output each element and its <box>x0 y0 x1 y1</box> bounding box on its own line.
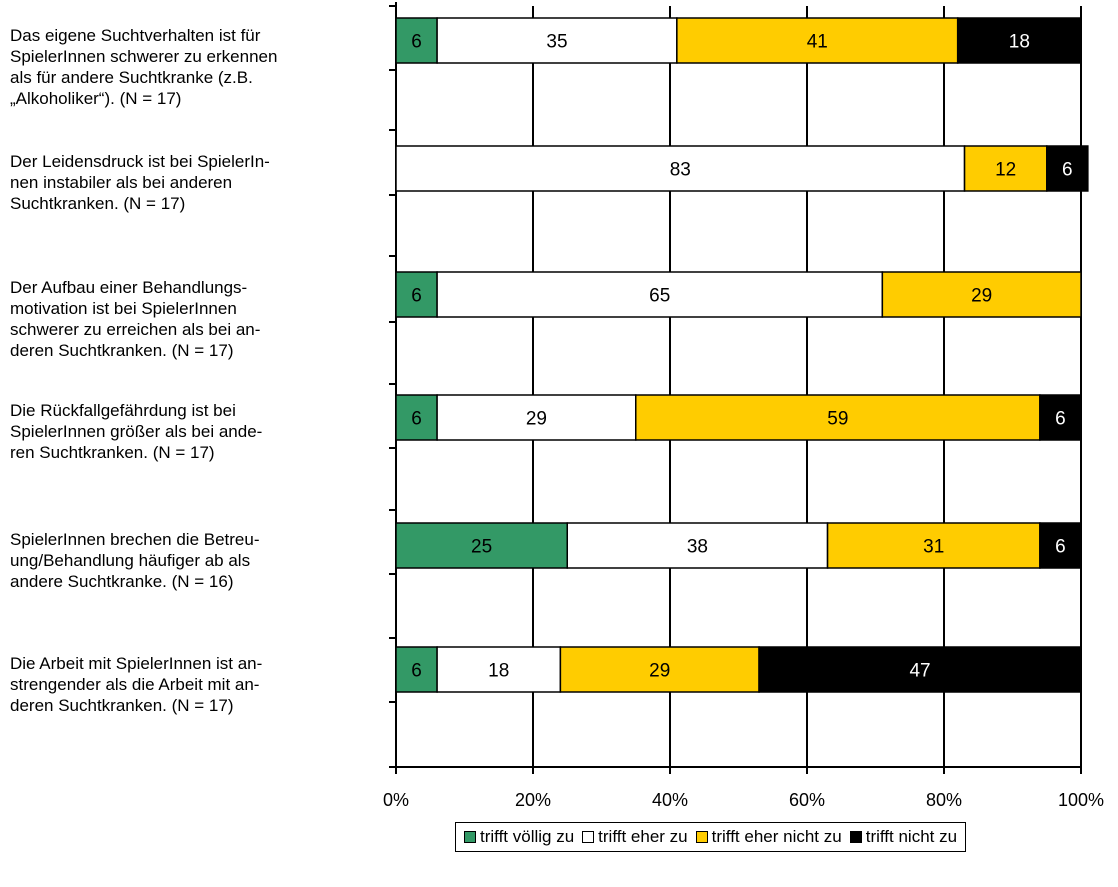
bar-segment <box>436 271 884 318</box>
bar-segment <box>1046 145 1089 192</box>
data-label: 31 <box>923 537 944 558</box>
category-label-line: „Alkoholiker“). (N = 17) <box>10 89 182 108</box>
category-label-line: andere Suchtkranke. (N = 16) <box>10 572 234 591</box>
bar-segment <box>559 646 760 693</box>
category-label-line: deren Suchtkranken. (N = 17) <box>10 341 234 360</box>
bar-segment <box>395 522 568 569</box>
category-label-line: Suchtkranken. (N = 17) <box>10 194 186 213</box>
category-label-line: schwerer zu erreichen als bei an- <box>10 320 261 339</box>
x-tick-label: 40% <box>652 790 688 810</box>
x-tick-label: 20% <box>515 790 551 810</box>
legend-label: trifft völlig zu <box>480 827 575 846</box>
bar-segment <box>395 17 438 64</box>
bar-segment <box>676 17 959 64</box>
category-label-line: Das eigene Suchtverhalten ist für <box>10 26 261 45</box>
category-label-line: SpielerInnen größer als bei ande- <box>10 422 263 441</box>
bar-segment <box>635 394 1041 441</box>
bar-segment <box>436 17 678 64</box>
category-label: Der Aufbau einer Behandlungs-motivation … <box>10 277 365 361</box>
category-label-line: SpielerInnen schwerer zu erkennen <box>10 47 278 66</box>
category-label-line: Der Leidensdruck ist bei SpielerIn- <box>10 152 270 171</box>
bar-segment <box>395 271 438 318</box>
legend: trifft völlig zu trifft eher zu trifft ehe… <box>455 822 967 852</box>
category-label-line: Die Rückfallgefährdung ist bei <box>10 401 236 420</box>
legend-item: trifft nicht zu <box>849 827 958 847</box>
data-label: 6 <box>1055 537 1066 558</box>
bar-segment <box>395 646 438 693</box>
category-label: Das eigene Suchtverhalten ist für Spieler… <box>10 25 365 109</box>
legend-label: trifft eher zu <box>598 827 688 846</box>
category-label: Die Arbeit mit SpielerInnen ist an-stren… <box>10 653 365 716</box>
data-label: 18 <box>488 661 509 682</box>
data-label: 12 <box>995 160 1016 181</box>
data-label: 29 <box>649 661 670 682</box>
data-label: 83 <box>670 160 691 181</box>
data-label: 6 <box>411 32 422 53</box>
category-label: Die Rückfallgefährdung ist bei SpielerInn… <box>10 400 365 463</box>
data-label: 29 <box>526 409 547 430</box>
bar-segment <box>956 17 1082 64</box>
data-label: 41 <box>807 32 828 53</box>
legend-swatch <box>849 831 862 843</box>
legend-swatch <box>695 831 708 843</box>
legend-item: trifft völlig zu <box>464 827 574 847</box>
legend-item: trifft eher nicht zu <box>695 827 842 847</box>
category-label-line: Die Arbeit mit SpielerInnen ist an- <box>10 654 263 673</box>
data-label: 18 <box>1009 32 1030 53</box>
legend-swatch <box>464 831 476 843</box>
category-label: SpielerInnen brechen die Betreu-ung/Beha… <box>10 529 365 592</box>
category-label-line: strengender als die Arbeit mit an- <box>10 675 260 694</box>
bar-segment <box>436 646 562 693</box>
bar-segment <box>1039 394 1082 441</box>
legend-item: trifft eher zu <box>582 827 688 847</box>
legend-label: trifft nicht zu <box>865 827 958 846</box>
data-label: 59 <box>827 409 848 430</box>
data-label: 47 <box>909 661 930 682</box>
data-label: 25 <box>471 537 492 558</box>
category-label: Der Leidensdruck ist bei SpielerIn-nen i… <box>10 151 365 214</box>
bar-segment <box>758 646 1082 693</box>
category-label-line: als für andere Suchtkranke (z.B. <box>10 68 253 87</box>
bar-segment <box>1039 522 1082 569</box>
data-label: 65 <box>649 286 670 307</box>
data-label: 35 <box>546 32 567 53</box>
data-label: 6 <box>411 286 422 307</box>
data-label: 6 <box>411 409 422 430</box>
x-tick-label: 80% <box>926 790 962 810</box>
category-label-line: ung/Behandlung häufiger ab als <box>10 551 251 570</box>
category-label-line: motivation ist bei SpielerInnen <box>10 299 237 318</box>
legend-label: trifft eher nicht zu <box>711 827 842 846</box>
data-label: 6 <box>1062 160 1073 181</box>
data-label: 6 <box>411 661 422 682</box>
bar-segment <box>963 145 1048 192</box>
x-tick-label: 0% <box>383 790 409 810</box>
category-label-line: nen instabiler als bei anderen <box>10 173 233 192</box>
legend-swatch <box>582 831 595 843</box>
category-label-line: Der Aufbau einer Behandlungs- <box>10 278 248 297</box>
category-label-line: ren Suchtkranken. (N = 17) <box>10 443 215 462</box>
bar-segment <box>566 522 829 569</box>
bar-segment <box>436 394 637 441</box>
x-tick-label: 100% <box>1058 790 1104 810</box>
data-label: 29 <box>971 286 992 307</box>
bar-segment <box>881 271 1082 318</box>
category-label-line: deren Suchtkranken. (N = 17) <box>10 696 234 715</box>
bar-segment <box>395 145 966 192</box>
x-tick-label: 60% <box>789 790 825 810</box>
category-label-line: SpielerInnen brechen die Betreu- <box>10 530 260 549</box>
data-label: 38 <box>687 537 708 558</box>
data-label: 6 <box>1055 409 1066 430</box>
